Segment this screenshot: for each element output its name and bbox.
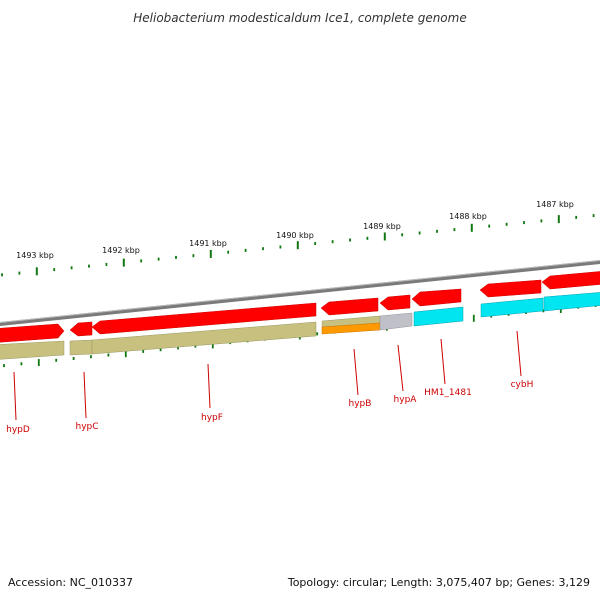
genome-backbone bbox=[0, 260, 600, 326]
gene-label-hypB[interactable]: hypB bbox=[349, 399, 372, 409]
gene-label-hypC[interactable]: hypC bbox=[75, 422, 98, 432]
gene-arrow-hypF[interactable] bbox=[91, 302, 317, 335]
topology-text: Topology: circular; Length: 3,075,407 bp… bbox=[287, 576, 590, 589]
scale-label-1491: 1491 kbp bbox=[189, 239, 227, 248]
gene-arrow-cybH-2[interactable] bbox=[541, 271, 600, 290]
gene-label-hypF[interactable]: hypF bbox=[201, 413, 223, 423]
feature-block-hypF bbox=[91, 321, 317, 355]
label-line-hypF bbox=[207, 363, 211, 409]
label-line-hypA bbox=[397, 344, 404, 392]
feature-block-cybH-2 bbox=[543, 292, 600, 312]
scale-label-1488: 1488 kbp bbox=[449, 212, 487, 221]
label-line-hypD bbox=[13, 371, 17, 421]
gene-arrow-hypD[interactable] bbox=[0, 323, 65, 343]
gene-arrow-cybH-1[interactable] bbox=[479, 279, 542, 298]
label-line-hypC bbox=[83, 371, 87, 419]
label-line-HM1_1481 bbox=[440, 338, 446, 385]
label-line-hypB bbox=[353, 348, 359, 396]
label-lines bbox=[13, 330, 522, 421]
scale-label-1490: 1490 kbp bbox=[276, 231, 314, 240]
scale-label-1487: 1487 kbp bbox=[536, 200, 574, 209]
scale-labels: 1493 kbp 1492 kbp 1491 kbp 1490 kbp 1489… bbox=[16, 200, 574, 260]
feature-block-hypC bbox=[69, 339, 93, 356]
gene-arrow-hypC[interactable] bbox=[69, 321, 93, 337]
feature-block-HM1_1481 bbox=[413, 306, 464, 327]
scale-label-1492: 1492 kbp bbox=[102, 246, 140, 255]
gene-label-hypA[interactable]: hypA bbox=[394, 395, 418, 405]
forward-genes bbox=[0, 271, 600, 343]
feature-block-hypA bbox=[379, 312, 413, 331]
accession-text: Accession: NC_010337 bbox=[8, 576, 133, 589]
gene-label-cybH[interactable]: cybH bbox=[511, 380, 534, 390]
label-line-cybH bbox=[516, 330, 522, 377]
gene-labels: hypD hypC hypF hypB hypA HM1_1481 cybH bbox=[6, 380, 533, 435]
feature-block-cybH-1 bbox=[480, 297, 544, 318]
gene-arrow-hypA[interactable] bbox=[379, 294, 411, 311]
scale-label-1493: 1493 kbp bbox=[16, 251, 54, 260]
genome-backbone-highlight bbox=[0, 260, 600, 323]
gene-arrow-HM1_1481[interactable] bbox=[411, 288, 462, 307]
gene-label-HM1_1481[interactable]: HM1_1481 bbox=[424, 388, 472, 398]
feature-block-hypD bbox=[0, 340, 65, 360]
gene-label-hypD[interactable]: hypD bbox=[6, 425, 30, 435]
feature-track bbox=[0, 292, 600, 360]
scale-label-1489: 1489 kbp bbox=[363, 222, 401, 231]
genome-title: Heliobacterium modesticaldum Ice1, compl… bbox=[133, 11, 466, 25]
gene-arrow-hypB[interactable] bbox=[320, 297, 379, 316]
